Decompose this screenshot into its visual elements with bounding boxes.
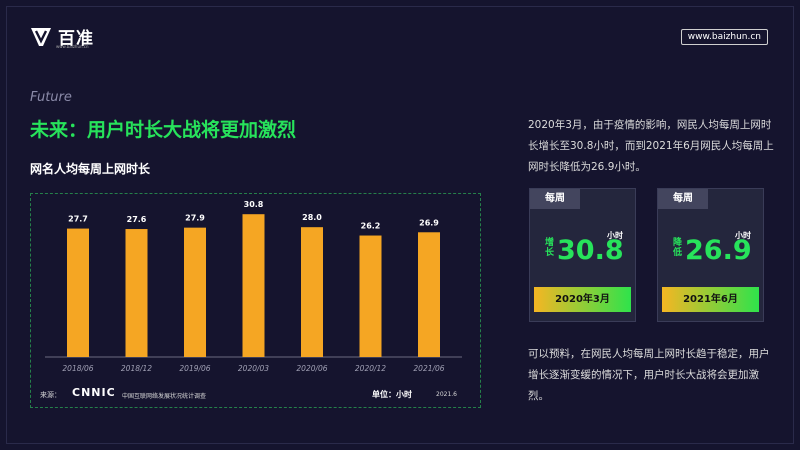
conclusion-paragraph: 可以预料，在网民人均每周上网时长趋于稳定，用户增长逐渐变缓的情况下，用户时长大战… xyxy=(528,348,770,402)
x-tick-label: 2018/06 xyxy=(62,364,93,373)
x-tick-label: 2018/12 xyxy=(121,364,152,373)
bar-chart: 27.7 2018/06 27.6 2018/12 27.9 2019/06 30.8 202… xyxy=(45,200,462,373)
source-label: 来源： xyxy=(40,391,61,399)
card-date: 2020年3月 xyxy=(534,287,631,312)
bar-2018/06 xyxy=(67,228,89,357)
card-tab: 每周 xyxy=(530,189,580,209)
card-unit: 小时 xyxy=(607,231,623,240)
bar-2018/12 xyxy=(125,229,148,357)
card-value: 30.8 xyxy=(557,235,624,266)
section-label: Future xyxy=(30,90,72,105)
brand-logo: 百准 www.baizhun.cn xyxy=(30,24,94,49)
source-date: 2021.6 xyxy=(436,391,457,398)
brand-name: 百准 xyxy=(58,29,94,49)
data-label: 26.9 xyxy=(419,218,439,227)
page-title: 未来：用户时长大战将更加激烈 xyxy=(30,119,297,141)
source-org: CNNIC xyxy=(72,386,116,399)
data-label: 28.0 xyxy=(302,213,322,222)
x-tick-label: 2020/06 xyxy=(296,364,327,373)
slide-frame xyxy=(6,6,794,444)
site-url[interactable]: www.baizhun.cn xyxy=(680,29,768,45)
brand-mark-icon xyxy=(31,27,51,46)
bar-2020/03 xyxy=(242,214,265,357)
stat-card-increase: 每周 小时 增长 30.8 2020年3月 xyxy=(529,188,636,322)
data-label: 27.9 xyxy=(185,214,205,223)
card-date: 2021年6月 xyxy=(662,287,759,312)
source-name: 中国互联网络发展状况统计调查 xyxy=(122,393,207,400)
x-tick-label: 2021/06 xyxy=(413,364,444,373)
bar-2019/06 xyxy=(184,227,206,357)
bar-2021/06 xyxy=(418,232,440,357)
data-label: 27.7 xyxy=(68,215,88,224)
x-tick-label: 2019/06 xyxy=(179,364,210,373)
x-tick-label: 2020/12 xyxy=(355,364,386,373)
card-side-label: 降低 xyxy=(673,238,683,258)
brand-sub: www.baizhun.cn xyxy=(56,44,89,49)
data-label: 30.8 xyxy=(244,200,264,209)
bar-2020/06 xyxy=(301,227,323,357)
x-tick-label: 2020/03 xyxy=(238,364,269,373)
data-label: 26.2 xyxy=(361,222,381,231)
card-value: 26.9 xyxy=(685,235,752,266)
data-label: 27.6 xyxy=(127,215,147,224)
intro-paragraph: 2020年3月，由于疫情的影响，网民人均每周上网时长增长至30.8小时，而到20… xyxy=(528,119,774,173)
card-side-label: 增长 xyxy=(545,238,555,258)
card-tab: 每周 xyxy=(658,189,708,209)
bar-2020/12 xyxy=(359,235,382,357)
chart-area: 27.7 2018/06 27.6 2018/12 27.9 2019/06 30.8 202… xyxy=(30,193,481,408)
chart-title: 网名人均每周上网时长 xyxy=(30,162,151,176)
card-unit: 小时 xyxy=(735,231,751,240)
unit-label: 单位：小时 xyxy=(372,390,412,399)
stat-card-decrease: 每周 小时 降低 26.9 2021年6月 xyxy=(657,188,764,322)
